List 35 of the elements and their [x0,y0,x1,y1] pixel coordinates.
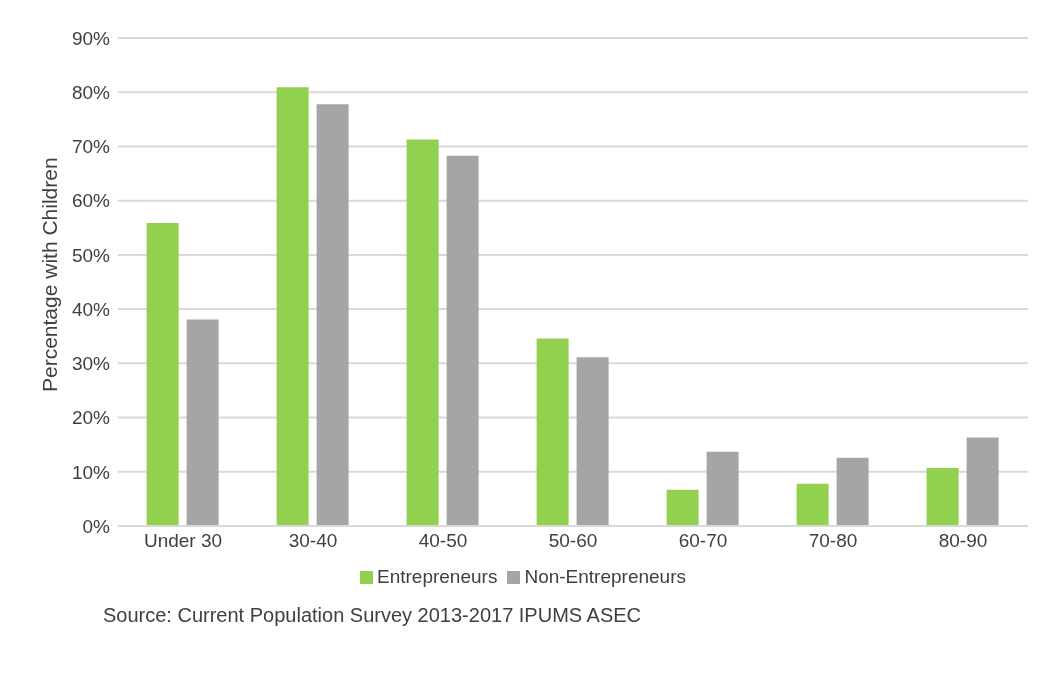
y-tick-label: 60% [71,190,111,212]
bar [536,338,569,526]
bar [576,357,609,526]
legend-label: Entrepreneurs [377,566,498,587]
x-tick-label: 60-70 [678,530,728,552]
bar [276,87,309,526]
bar [666,489,699,526]
x-tick-label: 30-40 [288,530,338,552]
y-tick-label: 40% [71,298,111,320]
y-tick-label: 70% [71,136,111,158]
y-axis-title: Percentage with Children [38,157,62,392]
y-tick-label: 0% [82,515,111,537]
bar [836,457,869,526]
bar [406,139,439,526]
y-tick-label: 10% [71,461,111,483]
bar [966,437,999,526]
bar [926,467,959,526]
bar [706,451,739,526]
x-tick-label: 50-60 [548,530,598,552]
y-tick-label: 30% [71,353,111,375]
bar [146,222,179,526]
bar [796,483,829,526]
y-tick-label: 80% [71,81,111,103]
x-tick-label: 80-90 [938,530,988,552]
x-tick-label: 70-80 [808,530,858,552]
bar [186,319,219,526]
y-tick-label: 90% [71,27,111,49]
y-tick-label: 50% [71,244,111,266]
x-tick-label: 40-50 [418,530,468,552]
bar [316,104,349,526]
legend-label: Non-Entrepreneurs [524,566,686,587]
x-tick-label: Under 30 [143,530,223,552]
bar [446,155,479,526]
y-tick-label: 20% [71,407,111,429]
source-note: Source: Current Population Survey 2013-2017 IPUMS ASEC [103,604,643,627]
